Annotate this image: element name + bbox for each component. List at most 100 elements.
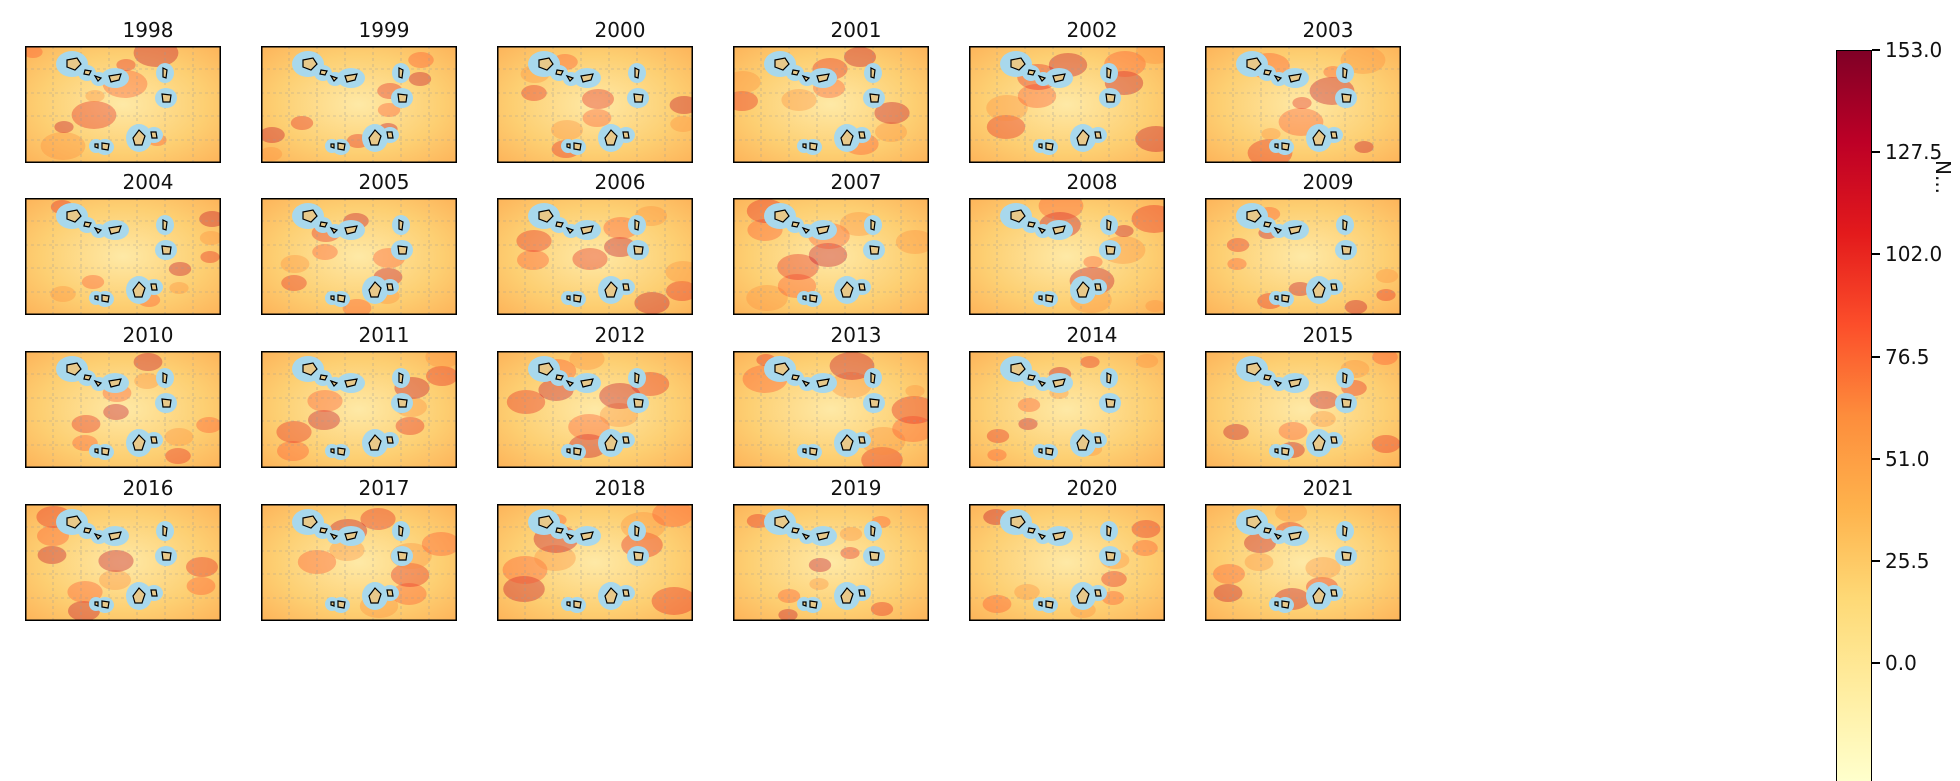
colorbar-tick-label: 0.0 <box>1885 651 1917 675</box>
year-panel: 1999 <box>261 18 507 194</box>
panel-title: 2009 <box>1302 170 1354 194</box>
hotspot <box>891 396 929 424</box>
hotspot <box>200 251 220 263</box>
hotspot <box>1014 584 1040 600</box>
island <box>1037 379 1047 387</box>
island <box>538 362 554 376</box>
hotspot <box>568 414 610 440</box>
hotspot <box>517 250 549 270</box>
island <box>1076 129 1090 146</box>
panel-frame <box>969 46 1165 163</box>
island <box>83 374 92 381</box>
island <box>1037 226 1047 234</box>
island <box>398 525 404 537</box>
island <box>101 600 110 609</box>
island <box>566 601 571 607</box>
heatmap-panel <box>497 351 693 468</box>
island <box>344 73 358 83</box>
island <box>1052 378 1066 388</box>
year-panel: 2019 <box>733 476 979 652</box>
island <box>633 551 644 561</box>
hotspot <box>169 282 189 294</box>
hotspot <box>808 558 832 572</box>
island <box>94 295 99 301</box>
hotspot <box>25 46 43 58</box>
island <box>337 142 346 151</box>
panel-frame <box>733 351 929 468</box>
hotspot <box>1213 584 1243 602</box>
hotspot <box>54 121 74 133</box>
island <box>1342 67 1348 79</box>
island <box>108 531 122 541</box>
year-panel: 2007 <box>733 170 979 346</box>
panel-frame <box>25 351 221 468</box>
island <box>1094 436 1102 444</box>
hotspot <box>1275 504 1307 522</box>
island <box>344 378 358 388</box>
heatmap-panel <box>25 198 221 315</box>
panel-frame <box>497 46 693 163</box>
panel-frame <box>733 46 929 163</box>
colorbar-tick <box>1872 253 1880 256</box>
island <box>1045 142 1054 151</box>
island <box>1263 374 1272 381</box>
hotspot <box>395 417 425 435</box>
year-panel: 2001 <box>733 18 979 194</box>
hotspot <box>551 120 583 140</box>
island <box>302 515 318 529</box>
heatmap-panel <box>261 198 457 315</box>
island <box>66 362 82 376</box>
colorbar-tick <box>1872 49 1880 51</box>
island <box>329 74 339 82</box>
island <box>101 447 110 456</box>
island <box>1105 551 1116 561</box>
year-panel: 2017 <box>261 476 507 652</box>
island <box>1273 226 1283 234</box>
island <box>398 67 404 79</box>
hotspot <box>421 532 457 556</box>
hotspot <box>281 275 307 291</box>
colorbar-tick-label: 153.0 <box>1885 38 1943 62</box>
panel-frame <box>497 351 693 468</box>
island <box>816 225 830 235</box>
panel-title: 2017 <box>358 476 410 500</box>
island <box>1027 69 1036 76</box>
panel-title: 2019 <box>830 476 882 500</box>
island <box>1038 143 1043 149</box>
hotspot <box>425 351 457 368</box>
panel-title: 2012 <box>594 323 646 347</box>
island <box>1045 447 1054 456</box>
hotspot <box>1344 300 1368 314</box>
heatmap-panel <box>733 504 929 621</box>
year-panel: 2020 <box>969 476 1215 652</box>
island <box>337 600 346 609</box>
year-panel: 2013 <box>733 323 979 499</box>
island <box>1274 601 1279 607</box>
island <box>1342 219 1348 231</box>
hotspot <box>280 255 310 273</box>
island <box>538 515 554 529</box>
island <box>302 209 318 223</box>
island <box>1281 447 1290 456</box>
island <box>1274 295 1279 301</box>
island <box>108 225 122 235</box>
panel-title: 2021 <box>1302 476 1354 500</box>
colorbar-label: N... <box>1931 160 1955 195</box>
hotspot <box>534 545 576 571</box>
island <box>1274 448 1279 454</box>
island <box>774 515 790 529</box>
hotspot <box>426 366 457 386</box>
island <box>132 129 146 146</box>
panel-frame <box>497 504 693 621</box>
island <box>1330 283 1338 291</box>
island <box>858 436 866 444</box>
panel-title: 2001 <box>830 18 882 42</box>
heatmap-panel <box>1205 504 1401 621</box>
hotspot <box>1145 300 1165 312</box>
island <box>802 448 807 454</box>
island <box>1263 221 1272 228</box>
island <box>573 142 582 151</box>
hotspot <box>164 428 194 446</box>
island <box>1027 527 1036 534</box>
island <box>1288 378 1302 388</box>
